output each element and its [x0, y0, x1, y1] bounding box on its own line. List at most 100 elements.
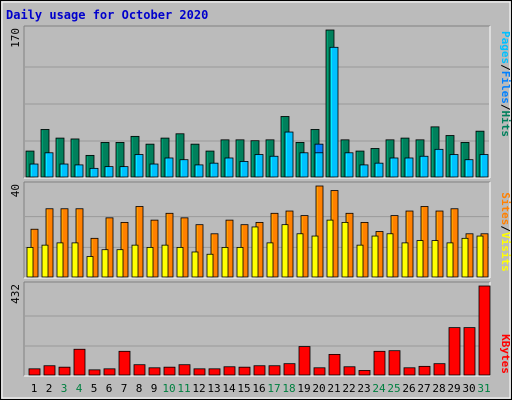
kbytes-bar — [208, 368, 221, 376]
pages-bar — [404, 157, 414, 178]
pages-bar — [314, 152, 324, 178]
pages-bar — [419, 155, 429, 178]
kbytes-bar — [118, 350, 131, 376]
pages-bar — [359, 164, 369, 178]
kbytes-bar — [388, 350, 401, 376]
kbytes-bar — [448, 327, 461, 376]
sites-bar — [326, 219, 334, 278]
day-label: 6 — [106, 382, 113, 395]
sites-bar — [206, 253, 214, 278]
day-labels: 1 2 3 4 5 6 7 8 9 10 11 12 13 14 15 16 17 18 19 20 21 22 23 24 2… — [31, 382, 491, 395]
sites-bar — [461, 237, 469, 278]
kbytes-bar — [418, 365, 431, 376]
sites-bar — [296, 233, 304, 278]
sites-bar — [131, 244, 139, 278]
kbytes-bar — [58, 366, 71, 376]
kbytes-bar — [433, 363, 446, 376]
day-label: 1 — [31, 382, 38, 395]
kbytes-panel-ymax-label: 432 — [9, 284, 22, 304]
sites-bar — [266, 242, 274, 278]
kbytes-bar — [88, 369, 101, 376]
day-label: 26 — [402, 382, 415, 395]
sites-bar — [386, 233, 394, 278]
sites-bar — [416, 240, 424, 278]
sites-bar — [341, 221, 349, 278]
day-label: 23 — [357, 382, 370, 395]
day-label: 8 — [136, 382, 143, 395]
sites-bar — [281, 224, 289, 278]
sites-bar — [221, 247, 229, 278]
day-label: 30 — [462, 382, 475, 395]
day-label: 28 — [432, 382, 445, 395]
day-label: 31 — [477, 382, 490, 395]
pages-bar — [254, 154, 264, 178]
kbytes-bar — [73, 348, 86, 376]
hits-axis-label: Pages/Files/Hits — [499, 31, 512, 137]
day-label: 24 — [372, 382, 386, 395]
kbytes-bar — [403, 367, 416, 376]
visits-bar — [105, 217, 114, 278]
kbytes-bar — [358, 370, 371, 376]
sites-bar — [191, 251, 199, 278]
day-label: 17 — [267, 382, 280, 395]
sites-bar — [311, 235, 319, 278]
pages-bar — [329, 46, 339, 178]
visits-panel-ymax-label: 40 — [9, 184, 22, 197]
pages-bar — [44, 152, 54, 178]
hits-panel-bars — [25, 29, 489, 178]
kbytes-bar — [238, 366, 251, 376]
pages-bar — [104, 166, 114, 178]
pages-bar — [149, 163, 159, 178]
day-label: 19 — [297, 382, 310, 395]
kbytes-bar — [298, 346, 311, 376]
sites-bar — [236, 247, 244, 278]
sites-bar — [356, 244, 364, 278]
sites-bar — [371, 235, 379, 278]
kbytes-bar — [43, 365, 56, 376]
sites-bar — [101, 249, 109, 278]
pages-bar — [119, 166, 129, 178]
visits-panel-bars — [25, 185, 489, 278]
kbytes-bar — [253, 365, 266, 376]
pages-bar — [299, 152, 309, 178]
sites-bar — [476, 235, 484, 278]
hits-panel-ymax-label: 170 — [9, 28, 22, 48]
pages-bar — [164, 157, 174, 178]
day-label: 27 — [417, 382, 430, 395]
kbytes-bar — [343, 366, 356, 376]
day-label: 2 — [46, 382, 53, 395]
sites-bar — [146, 247, 154, 278]
visits-bar — [135, 206, 144, 278]
day-label: 14 — [222, 382, 236, 395]
kbytes-axis-label: KBytes — [499, 334, 512, 374]
pages-bar — [179, 159, 189, 178]
pages-bar — [134, 154, 144, 178]
kbytes-bar — [133, 364, 146, 376]
visits-axis-label-part: Sites — [499, 192, 512, 225]
kbytes-bar — [268, 365, 281, 376]
pages-bar — [269, 155, 279, 178]
kbytes-panel-bg — [24, 282, 490, 376]
kbytes-axis-label-part: KBytes — [499, 334, 512, 374]
day-label: 7 — [121, 382, 128, 395]
day-label: 25 — [387, 382, 400, 395]
sites-bar — [251, 226, 259, 278]
visits-bar — [195, 224, 204, 278]
kbytes-bar — [373, 350, 386, 376]
sites-bar — [176, 247, 184, 278]
kbytes-bar — [178, 364, 191, 376]
pages-bar — [479, 154, 489, 178]
kbytes-bar — [463, 327, 476, 376]
sites-bar — [401, 242, 409, 278]
day-label: 12 — [192, 382, 205, 395]
pages-bar — [239, 161, 249, 178]
day-label: 9 — [151, 382, 158, 395]
day-label: 18 — [282, 382, 295, 395]
day-label: 11 — [177, 382, 190, 395]
day-label: 21 — [327, 382, 340, 395]
kbytes-bar — [478, 285, 491, 376]
sites-bar — [431, 240, 439, 278]
pages-bar — [59, 163, 69, 178]
day-label: 10 — [162, 382, 175, 395]
